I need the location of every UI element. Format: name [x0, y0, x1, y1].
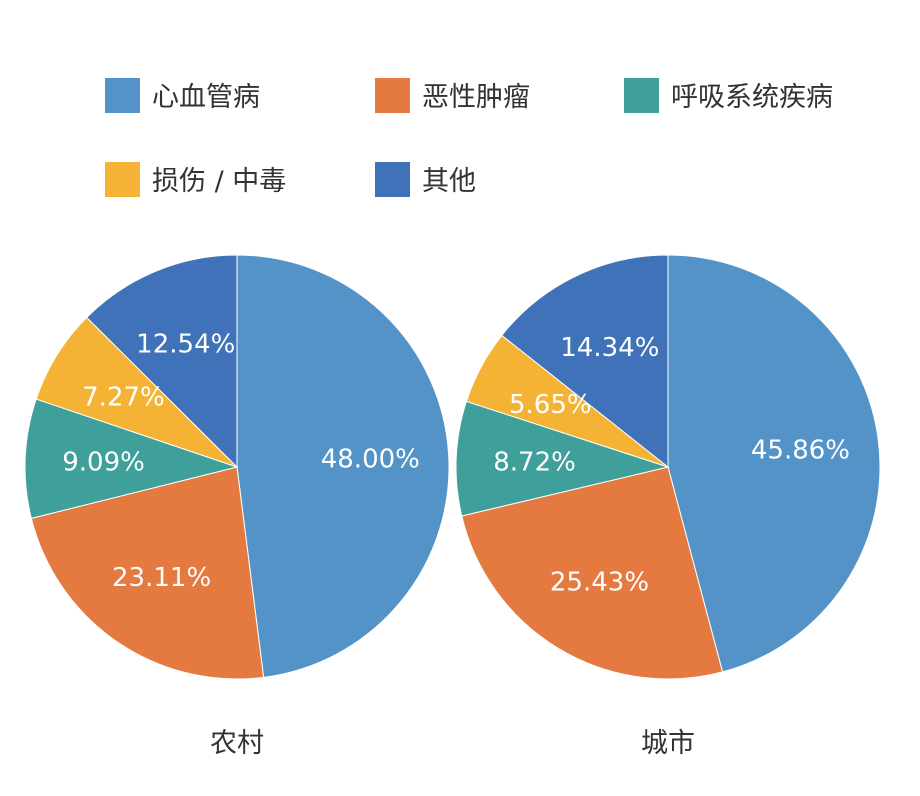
slice-label: 7.27%: [82, 383, 165, 413]
slice-label: 48.00%: [321, 445, 420, 475]
pie-slice: [86, 254, 238, 469]
legend-swatch: [624, 78, 659, 113]
pie-slice: [501, 254, 669, 469]
legend-swatch: [105, 162, 140, 197]
legend-label: 心血管病: [152, 82, 260, 113]
legend-swatch: [375, 162, 410, 197]
pie-1: 45.86% 25.43% 8.72% 5.65% 14.34% 城市: [455, 254, 881, 759]
slice-label: 25.43%: [550, 568, 649, 598]
slice-label: 8.72%: [493, 448, 576, 478]
slice-label: 45.86%: [751, 436, 850, 466]
pie-title: 城市: [641, 728, 695, 759]
legend-label: 其他: [422, 166, 476, 197]
pie-title: 农村: [210, 728, 264, 759]
pies: 48.00% 23.11% 9.09% 7.27% 12.54% 农村 45.86% 25.4…: [24, 254, 881, 759]
legend-swatch: [105, 78, 140, 113]
pie-slice: [30, 466, 265, 680]
slice-label: 23.11%: [112, 563, 211, 593]
pie-slice: [461, 466, 724, 680]
slice-label: 9.09%: [62, 448, 145, 478]
legend-label: 损伤 / 中毒: [152, 166, 286, 197]
pie-slice: [24, 398, 239, 520]
legend-label: 呼吸系统疾病: [671, 82, 833, 113]
pie-slice: [455, 400, 670, 517]
slice-label: 14.34%: [560, 333, 659, 363]
pie-0: 48.00% 23.11% 9.09% 7.27% 12.54% 农村: [24, 254, 450, 759]
pie-slice: [236, 254, 450, 678]
pie-slice: [667, 254, 881, 673]
legend-swatch: [375, 78, 410, 113]
slice-label: 12.54%: [136, 330, 235, 360]
slice-label: 5.65%: [509, 390, 592, 420]
legend-label: 恶性肿瘤: [422, 82, 530, 113]
